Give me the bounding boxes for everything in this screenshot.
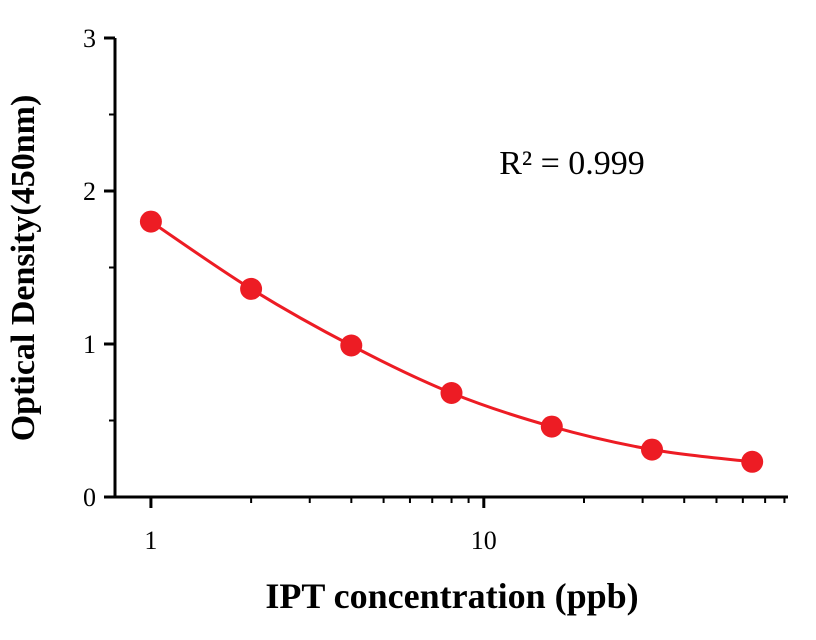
standard-curve-line bbox=[150, 220, 753, 464]
y-axis-label: Optical Density(450nm) bbox=[5, 95, 42, 442]
x-axis-label: IPT concentration (ppb) bbox=[265, 576, 638, 616]
x-tick-label: 10 bbox=[471, 526, 497, 555]
x-tick-label: 1 bbox=[144, 526, 157, 555]
data-point-marker bbox=[540, 415, 563, 438]
y-tick-label: 1 bbox=[83, 330, 96, 359]
y-tick-label: 0 bbox=[83, 483, 96, 512]
data-point-marker bbox=[340, 334, 363, 357]
y-tick-label: 2 bbox=[83, 177, 96, 206]
r-squared-annotation: R² = 0.999 bbox=[499, 145, 645, 182]
plot-area: 0 1 2 3 1 10 bbox=[83, 24, 788, 555]
data-point-marker bbox=[139, 210, 162, 233]
data-point-marker bbox=[440, 382, 463, 404]
data-point-marker bbox=[741, 450, 764, 473]
data-point-marker bbox=[240, 277, 263, 300]
data-point-marker bbox=[641, 438, 663, 461]
y-tick-label: 3 bbox=[83, 24, 96, 53]
